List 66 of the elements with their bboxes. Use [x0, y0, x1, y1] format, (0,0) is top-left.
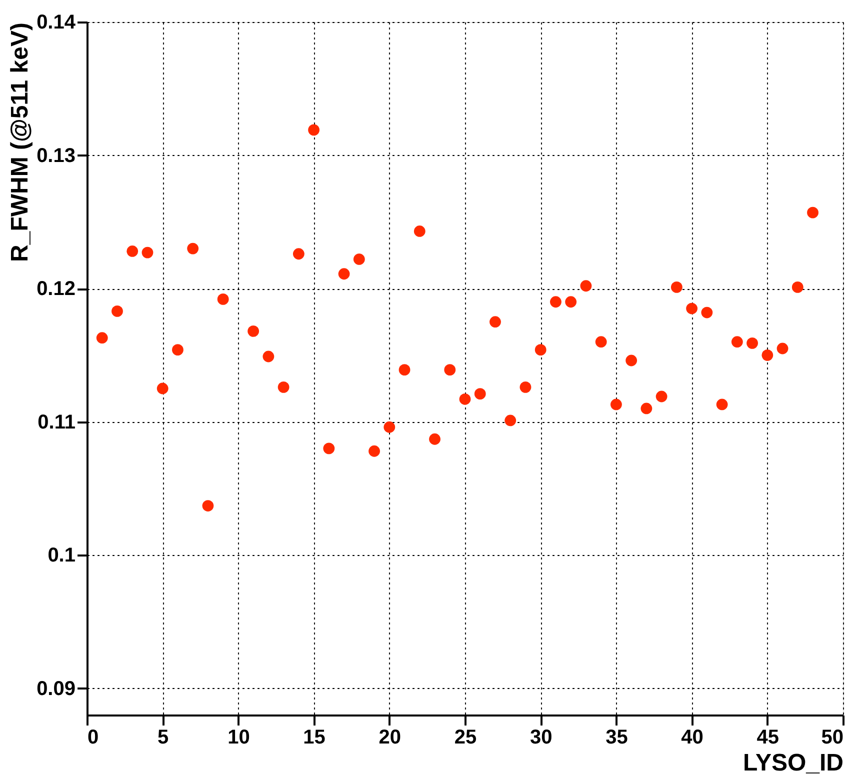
point — [444, 364, 456, 376]
point — [701, 306, 713, 318]
point — [731, 336, 743, 348]
x-tick-label: 20 — [378, 726, 402, 748]
y-tick-label: 0.1 — [48, 544, 76, 567]
point — [248, 325, 260, 337]
x-tick-label: 45 — [756, 726, 780, 748]
point — [96, 332, 108, 344]
x-tick-label: 25 — [454, 726, 477, 748]
point — [142, 246, 154, 258]
point — [490, 316, 501, 328]
y-tick-label: 0.14 — [36, 12, 76, 34]
point — [686, 302, 698, 314]
x-tick-label: 35 — [606, 726, 628, 748]
point — [520, 381, 532, 393]
point — [262, 350, 274, 362]
point — [217, 294, 229, 305]
x-tick-label: 40 — [681, 726, 704, 748]
point — [112, 306, 123, 317]
point — [716, 398, 728, 410]
point — [792, 282, 804, 293]
point — [384, 421, 396, 433]
y-tick-label: 0.12 — [36, 278, 76, 300]
point — [187, 242, 199, 254]
point — [670, 282, 682, 293]
point — [580, 280, 592, 292]
point — [126, 246, 138, 257]
point — [534, 344, 546, 356]
x-tick-label: 5 — [158, 726, 169, 748]
point — [565, 296, 577, 308]
point — [626, 354, 638, 366]
x-tick-label: 50 — [821, 726, 844, 748]
point — [640, 402, 652, 414]
point — [550, 296, 562, 308]
point — [308, 124, 320, 136]
y-tick-label: 0.13 — [36, 144, 76, 167]
point — [610, 398, 622, 410]
x-tick-label: 15 — [303, 726, 326, 748]
point — [656, 390, 668, 402]
x-tick-label: 0 — [88, 726, 99, 748]
point — [353, 254, 365, 265]
y-axis-title: R_FWHM (@511 keV) — [6, 22, 34, 262]
point — [278, 381, 290, 393]
x-tick-label: 30 — [530, 726, 552, 748]
point — [474, 388, 486, 400]
point — [414, 226, 426, 237]
point — [368, 445, 380, 457]
point — [746, 337, 758, 349]
x-tick-label: 10 — [228, 726, 250, 748]
point — [776, 342, 788, 354]
point — [156, 382, 168, 394]
point — [172, 344, 184, 356]
point — [429, 433, 440, 445]
point — [292, 248, 304, 260]
y-tick-label: 0.09 — [36, 678, 76, 700]
point — [202, 500, 214, 512]
point — [459, 393, 471, 405]
y-tick-label: 0.11 — [38, 411, 76, 434]
point — [595, 336, 607, 348]
point — [807, 206, 818, 218]
point — [338, 268, 350, 280]
point — [504, 414, 516, 426]
point — [323, 442, 335, 454]
x-axis-title: LYSO_ID — [743, 750, 844, 776]
point — [398, 364, 410, 376]
point — [762, 349, 774, 361]
